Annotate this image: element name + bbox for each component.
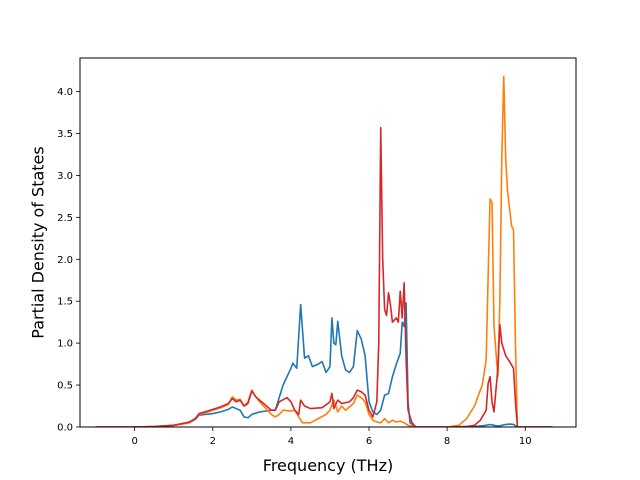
y-tick-label: 0.0 (57, 423, 73, 434)
y-axis: 0.0 0.5 1.0 1.5 2.0 2.5 3.0 3.5 4.0 (57, 87, 80, 434)
y-axis-title: Partial Density of States (29, 146, 48, 338)
series-line-1 (95, 302, 553, 427)
x-tick-label: 6 (366, 436, 372, 447)
x-tick-label: 10 (519, 436, 532, 447)
x-axis-title: Frequency (THz) (263, 456, 393, 475)
plot-frame (79, 57, 577, 428)
x-tick-label: 8 (444, 436, 450, 447)
series-layer (95, 75, 553, 427)
series-line-3 (95, 126, 553, 427)
x-tick-label: 2 (210, 436, 216, 447)
y-tick-label: 0.5 (57, 381, 73, 392)
x-axis: 0 2 4 6 8 10 (131, 427, 532, 447)
y-tick-label: 1.0 (57, 339, 73, 350)
y-tick-label: 3.0 (57, 171, 73, 182)
y-tick-label: 1.5 (57, 297, 73, 308)
y-tick-label: 4.0 (57, 87, 73, 98)
y-tick-label: 2.0 (57, 255, 73, 266)
x-tick-label: 4 (288, 436, 294, 447)
y-tick-label: 2.5 (57, 213, 73, 224)
x-tick-label: 0 (131, 436, 137, 447)
y-tick-label: 3.5 (57, 129, 73, 140)
series-line-2 (95, 75, 553, 427)
